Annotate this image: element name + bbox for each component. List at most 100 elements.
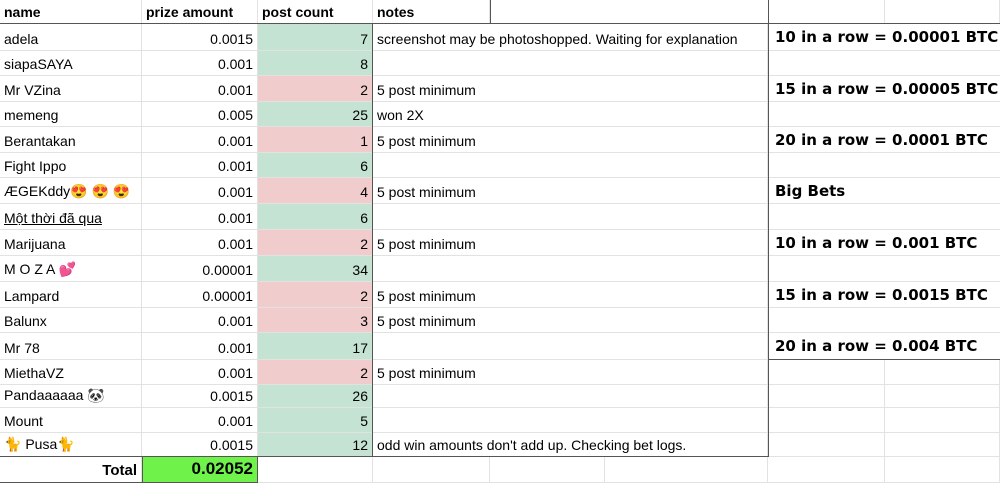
row-notes[interactable]: 5 post minimum bbox=[373, 308, 768, 333]
empty-cell[interactable] bbox=[885, 457, 1000, 483]
header-name[interactable]: name bbox=[0, 0, 142, 24]
row-name[interactable]: Mount bbox=[0, 408, 142, 433]
empty-cell[interactable] bbox=[885, 0, 1000, 24]
empty-cell[interactable] bbox=[768, 360, 885, 385]
row-post-count[interactable]: 34 bbox=[258, 256, 373, 282]
row-post-count[interactable]: 2 bbox=[258, 230, 373, 256]
empty-cell[interactable] bbox=[768, 0, 885, 24]
row-prize-amount[interactable]: 0.001 bbox=[142, 127, 258, 153]
row-prize-amount[interactable]: 0.001 bbox=[142, 230, 258, 256]
row-prize-amount[interactable]: 0.001 bbox=[142, 333, 258, 360]
row-name[interactable]: Một thời đã qua bbox=[0, 204, 142, 230]
rules-row bbox=[768, 127, 1000, 153]
row-prize-amount[interactable]: 0.001 bbox=[142, 178, 258, 204]
header-notes[interactable]: notes bbox=[373, 0, 490, 24]
empty-cell[interactable] bbox=[885, 360, 1000, 385]
row-name[interactable]: adela bbox=[0, 24, 142, 51]
row-prize-amount[interactable]: 0.00001 bbox=[142, 256, 258, 282]
empty-cell[interactable] bbox=[885, 433, 1000, 457]
row-name[interactable]: Marijuana bbox=[0, 230, 142, 256]
row-notes[interactable]: 5 post minimum bbox=[373, 76, 768, 102]
row-name-text: MiethaVZ bbox=[4, 365, 64, 381]
row-name[interactable]: 🐈 Pusa🐈 bbox=[0, 433, 142, 457]
row-prize-amount[interactable]: 0.005 bbox=[142, 102, 258, 127]
empty-cell[interactable] bbox=[885, 385, 1000, 408]
row-prize-amount[interactable]: 0.001 bbox=[142, 408, 258, 433]
row-post-count[interactable]: 2 bbox=[258, 282, 373, 308]
row-name[interactable]: Balunx bbox=[0, 308, 142, 333]
row-notes[interactable] bbox=[373, 256, 768, 282]
row-prize-amount[interactable]: 0.001 bbox=[142, 204, 258, 230]
row-name[interactable]: Mr 78 bbox=[0, 333, 142, 360]
header-prize-amount[interactable]: prize amount bbox=[142, 0, 258, 24]
header-divider bbox=[490, 0, 491, 24]
row-post-count[interactable]: 1 bbox=[258, 127, 373, 153]
row-prize-amount[interactable]: 0.001 bbox=[142, 153, 258, 178]
empty-cell[interactable] bbox=[768, 457, 885, 483]
total-label[interactable]: Total bbox=[0, 457, 142, 483]
row-notes[interactable]: 5 post minimum bbox=[373, 127, 768, 153]
row-post-count[interactable]: 6 bbox=[258, 153, 373, 178]
row-notes[interactable]: 5 post minimum bbox=[373, 282, 768, 308]
row-prize-amount-text: 0.001 bbox=[217, 313, 253, 329]
row-notes[interactable]: screenshot may be photoshopped. Waiting … bbox=[373, 24, 768, 51]
empty-cell[interactable] bbox=[768, 408, 885, 433]
row-post-count[interactable]: 8 bbox=[258, 51, 373, 76]
empty-cell[interactable] bbox=[605, 457, 768, 483]
row-notes[interactable] bbox=[373, 333, 768, 360]
row-post-count-text: 12 bbox=[352, 437, 368, 453]
row-post-count[interactable]: 25 bbox=[258, 102, 373, 127]
empty-cell[interactable] bbox=[373, 457, 490, 483]
row-prize-amount-text: 0.001 bbox=[217, 82, 253, 98]
row-post-count-text: 2 bbox=[360, 288, 368, 304]
header-empty[interactable] bbox=[490, 0, 768, 24]
row-notes[interactable]: won 2X bbox=[373, 102, 768, 127]
row-notes[interactable] bbox=[373, 153, 768, 178]
row-notes[interactable]: 5 post minimum bbox=[373, 178, 768, 204]
empty-cell[interactable] bbox=[258, 457, 373, 483]
row-notes[interactable]: 5 post minimum bbox=[373, 360, 768, 385]
row-notes-text: odd win amounts don't add up. Checking b… bbox=[377, 437, 687, 453]
total-value[interactable]: 0.02052 bbox=[142, 457, 258, 483]
row-prize-amount[interactable]: 0.0015 bbox=[142, 433, 258, 457]
row-name[interactable]: siapaSAYA bbox=[0, 51, 142, 76]
row-prize-amount[interactable]: 0.0015 bbox=[142, 24, 258, 51]
row-prize-amount[interactable]: 0.001 bbox=[142, 51, 258, 76]
row-prize-amount[interactable]: 0.001 bbox=[142, 360, 258, 385]
row-notes[interactable] bbox=[373, 385, 768, 408]
row-prize-amount[interactable]: 0.00001 bbox=[142, 282, 258, 308]
row-notes[interactable] bbox=[373, 408, 768, 433]
row-post-count[interactable]: 5 bbox=[258, 408, 373, 433]
row-post-count[interactable]: 17 bbox=[258, 333, 373, 360]
empty-cell[interactable] bbox=[768, 385, 885, 408]
row-prize-amount[interactable]: 0.001 bbox=[142, 308, 258, 333]
row-name[interactable]: MiethaVZ bbox=[0, 360, 142, 385]
row-name[interactable]: ÆGEKddy😍 😍 😍 bbox=[0, 178, 142, 204]
row-name[interactable]: Lampard bbox=[0, 282, 142, 308]
row-post-count[interactable]: 2 bbox=[258, 360, 373, 385]
row-post-count[interactable]: 4 bbox=[258, 178, 373, 204]
row-name[interactable]: Fight Ippo bbox=[0, 153, 142, 178]
row-post-count[interactable]: 12 bbox=[258, 433, 373, 457]
empty-cell[interactable] bbox=[768, 433, 885, 457]
row-name[interactable]: memeng bbox=[0, 102, 142, 127]
row-notes[interactable] bbox=[373, 204, 768, 230]
row-name[interactable]: Mr VZina bbox=[0, 76, 142, 102]
row-prize-amount[interactable]: 0.001 bbox=[142, 76, 258, 102]
row-post-count[interactable]: 2 bbox=[258, 76, 373, 102]
row-name[interactable]: Berantakan bbox=[0, 127, 142, 153]
row-name[interactable]: M O Z A 💕 bbox=[0, 256, 142, 282]
row-notes[interactable] bbox=[373, 51, 768, 76]
row-post-count[interactable]: 7 bbox=[258, 24, 373, 51]
row-post-count[interactable]: 6 bbox=[258, 204, 373, 230]
row-name[interactable]: Pandaaaaaa 🐼 bbox=[0, 385, 142, 408]
empty-cell[interactable] bbox=[490, 457, 605, 483]
row-post-count[interactable]: 3 bbox=[258, 308, 373, 333]
row-prize-amount[interactable]: 0.0015 bbox=[142, 385, 258, 408]
row-notes[interactable]: odd win amounts don't add up. Checking b… bbox=[373, 433, 768, 457]
empty-cell[interactable] bbox=[885, 408, 1000, 433]
rule-text: 10 in a row = 0.001 BTC bbox=[775, 234, 978, 252]
header-post-count[interactable]: post count bbox=[258, 0, 373, 24]
row-post-count[interactable]: 26 bbox=[258, 385, 373, 408]
row-notes[interactable]: 5 post minimum bbox=[373, 230, 768, 256]
